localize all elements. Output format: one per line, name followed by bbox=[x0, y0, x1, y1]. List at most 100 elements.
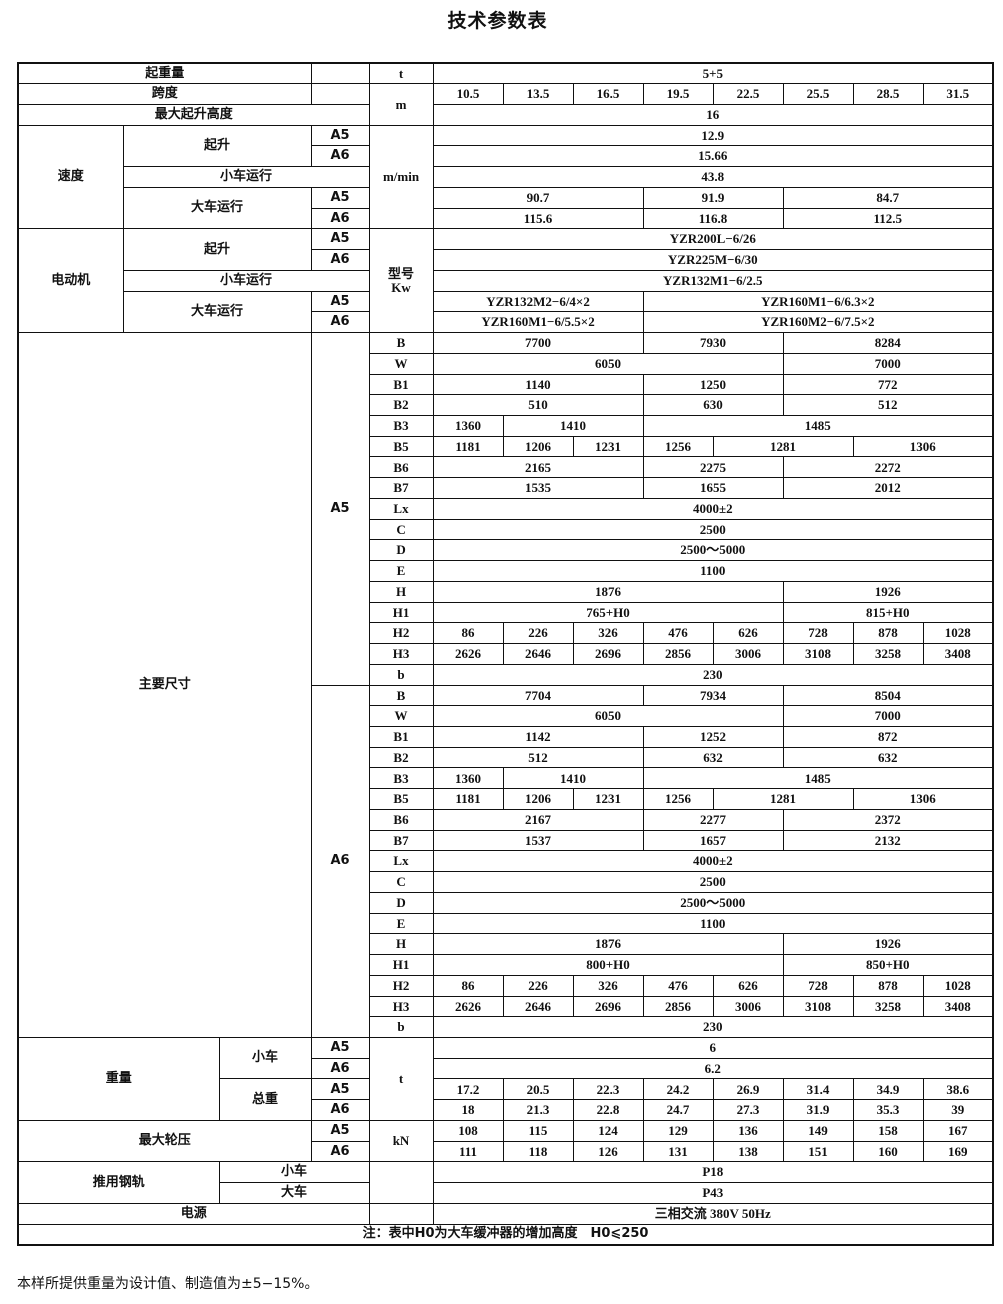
value-cell: 31.4 bbox=[782, 1078, 854, 1101]
value-cell: 124 bbox=[572, 1119, 644, 1142]
table-row: 电动机 起升 A5 型号 Kw YZR200L−6/26 bbox=[17, 228, 994, 334]
dimension-symbol: H bbox=[368, 580, 434, 603]
value-cell: 872 bbox=[782, 726, 994, 748]
value-cell: 126 bbox=[572, 1140, 644, 1163]
value-cell: 7934 bbox=[642, 684, 784, 707]
value-cell: 24.7 bbox=[642, 1099, 714, 1121]
value-cell: 7700 bbox=[432, 332, 644, 354]
table-row: B6 2165 2275 2272 bbox=[18, 456, 994, 479]
value-cell: 27.3 bbox=[712, 1099, 784, 1121]
row-label: 最大起升高度 bbox=[17, 103, 370, 126]
value-cell: 2696 bbox=[572, 995, 644, 1018]
row-label: 起重量 bbox=[17, 62, 312, 85]
dimension-symbol: D bbox=[368, 539, 434, 562]
dimension-symbol: B7 bbox=[368, 477, 434, 499]
value-cell: 91.9 bbox=[642, 186, 784, 209]
value-cell: 149 bbox=[782, 1119, 854, 1142]
table-row: B1 1142 1252 872 bbox=[18, 726, 994, 748]
value-cell: 2626 bbox=[432, 643, 504, 665]
value-cell: 24.2 bbox=[642, 1078, 714, 1101]
dimension-symbol: B5 bbox=[368, 435, 434, 458]
value-cell: 772 bbox=[782, 373, 994, 396]
value-cell: 2856 bbox=[642, 643, 714, 665]
dimension-symbol: H3 bbox=[368, 995, 434, 1018]
value-cell: 39 bbox=[922, 1099, 994, 1121]
value-cell: 1655 bbox=[642, 477, 784, 499]
dimension-symbol: C bbox=[368, 518, 434, 541]
value-cell: 115.6 bbox=[432, 207, 644, 230]
table-row: b 230 bbox=[18, 1016, 994, 1039]
value-cell: 2626 bbox=[432, 995, 504, 1018]
value-cell: 326 bbox=[572, 974, 644, 997]
duty-class: A5 bbox=[310, 290, 370, 313]
duty-class: A6 bbox=[310, 207, 370, 230]
dimension-symbol: Lx bbox=[368, 497, 434, 520]
spec-table: 起重量 t 5+5 跨度 m 10.5 13.5 16.5 19.5 22.5 25.5 28.5 31… bbox=[17, 62, 995, 1246]
table-row: 小车运行 YZR132M1−6/2.5 bbox=[18, 269, 994, 292]
value-cell: 28.5 bbox=[852, 83, 924, 105]
table-row: 最大起升高度 16 bbox=[17, 103, 994, 126]
value-cell: 226 bbox=[502, 622, 574, 645]
duty-class: A5 bbox=[310, 228, 370, 251]
value-cell: 1231 bbox=[572, 435, 644, 458]
value-cell: 2167 bbox=[432, 808, 644, 831]
row-label: 大车运行 bbox=[122, 290, 312, 334]
value-cell: 630 bbox=[642, 394, 784, 416]
value-cell: 86 bbox=[432, 622, 504, 645]
value-cell: 8504 bbox=[782, 684, 994, 707]
empty-cell bbox=[368, 1161, 434, 1204]
value-cell: 34.9 bbox=[852, 1078, 924, 1101]
value-cell: 1252 bbox=[642, 726, 784, 748]
table-row: 起重量 t 5+5 bbox=[17, 62, 994, 85]
value-cell: 800+H0 bbox=[432, 954, 784, 976]
value-cell: 512 bbox=[782, 394, 994, 416]
row-label: 总重 bbox=[218, 1078, 312, 1121]
table-row: H1 765+H0 815+H0 bbox=[18, 601, 994, 624]
value-cell: 2500～5000 bbox=[432, 539, 994, 562]
value-cell: 3408 bbox=[922, 643, 994, 665]
dimension-symbol: B6 bbox=[368, 808, 434, 831]
value-cell: 7000 bbox=[782, 352, 994, 375]
value-cell: 20.5 bbox=[502, 1078, 574, 1101]
value-cell: 878 bbox=[852, 974, 924, 997]
value-cell: 25.5 bbox=[782, 83, 854, 105]
table-row: 主要尺寸 A5 B 7700 7930 8284 bbox=[17, 332, 994, 1039]
value-cell: 1281 bbox=[712, 788, 854, 810]
value-cell: YZR132M1−6/2.5 bbox=[432, 269, 994, 292]
footnote: 本样所提供重量为设计值、制造值为±5−15%。 bbox=[17, 1276, 319, 1292]
duty-class: A5 bbox=[310, 186, 370, 209]
group-label: 推用钢轨 bbox=[17, 1161, 220, 1204]
value-cell: 230 bbox=[432, 663, 994, 686]
row-label: 小车 bbox=[218, 1161, 370, 1184]
table-row: 最大轮压 A5 kN 108 115 124 129 136 149 158 167 bbox=[17, 1119, 994, 1163]
value-cell: 1181 bbox=[432, 788, 504, 810]
dimension-symbol: Lx bbox=[368, 850, 434, 873]
duty-class: A5 bbox=[310, 1119, 370, 1142]
value-cell: 1142 bbox=[432, 726, 644, 748]
value-cell: 26.9 bbox=[712, 1078, 784, 1101]
row-label: 小车运行 bbox=[122, 166, 370, 188]
value-cell: 1876 bbox=[432, 933, 784, 956]
duty-class: A6 bbox=[310, 311, 370, 334]
value-cell: 84.7 bbox=[782, 186, 994, 209]
value-cell: 16 bbox=[432, 103, 994, 126]
value-cell: 1256 bbox=[642, 788, 714, 810]
value-cell: 1231 bbox=[572, 788, 644, 810]
table-row: B1 1140 1250 772 bbox=[18, 373, 994, 396]
value-cell: 1281 bbox=[712, 435, 854, 458]
value-cell: 158 bbox=[852, 1119, 924, 1142]
value-cell: 765+H0 bbox=[432, 601, 784, 624]
table-row: H2 86 226 326 476 626 728 878 1028 bbox=[18, 622, 994, 645]
duty-class: A6 bbox=[310, 145, 370, 168]
value-cell: 1250 bbox=[642, 373, 784, 396]
dimension-symbol: H2 bbox=[368, 622, 434, 645]
dimension-symbol: b bbox=[368, 1016, 434, 1039]
value-cell: 1410 bbox=[502, 414, 644, 437]
value-cell: 116.8 bbox=[642, 207, 784, 230]
value-cell: 1876 bbox=[432, 580, 784, 603]
value-cell: 1485 bbox=[642, 414, 994, 437]
row-label: 小车运行 bbox=[122, 269, 370, 292]
duty-class: A5 bbox=[310, 124, 370, 147]
table-row: B7 1537 1657 2132 bbox=[18, 829, 994, 852]
value-cell: 118 bbox=[502, 1140, 574, 1163]
